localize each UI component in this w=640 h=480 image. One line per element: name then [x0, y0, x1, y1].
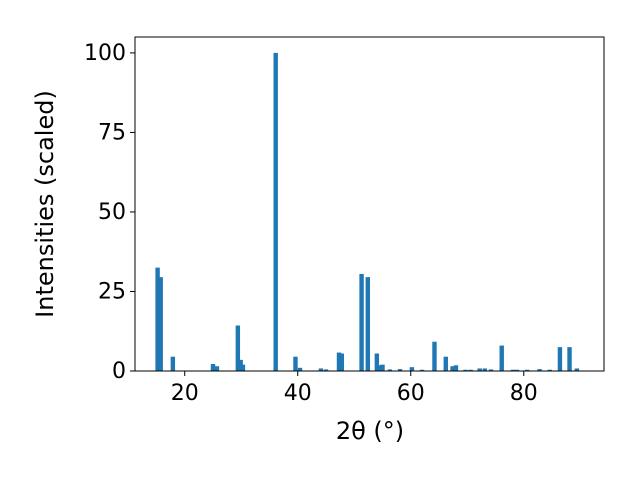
bar: [339, 353, 345, 371]
bar: [450, 366, 455, 371]
bar: [510, 369, 516, 371]
bar: [453, 365, 459, 371]
y-tick-label: 50: [98, 200, 126, 225]
bar: [397, 369, 403, 371]
bar: [477, 368, 482, 371]
bar: [214, 366, 220, 371]
bar: [170, 356, 176, 371]
bar: [158, 277, 163, 371]
y-axis-label: Intensities (scaled): [31, 90, 59, 318]
x-axis-label: 2θ (°): [336, 417, 404, 445]
bar: [567, 347, 572, 371]
bar: [409, 367, 415, 371]
bar: [547, 369, 552, 371]
bar: [380, 364, 385, 371]
x-tick-label: 60: [397, 381, 425, 406]
bar: [463, 369, 468, 371]
bar: [240, 364, 246, 371]
bar: [387, 369, 393, 371]
bar: [432, 341, 437, 371]
bar: [537, 369, 542, 371]
bar: [235, 325, 241, 371]
bar: [443, 356, 448, 371]
bar: [210, 364, 216, 371]
bar: [155, 267, 160, 371]
bar: [359, 273, 364, 371]
x-tick-label: 20: [171, 381, 199, 406]
bar: [574, 368, 580, 371]
bar: [377, 365, 382, 371]
bar: [238, 359, 243, 371]
x-tick-label: 40: [284, 381, 312, 406]
bar: [293, 356, 298, 371]
bar: [297, 367, 303, 371]
y-tick-label: 100: [84, 41, 126, 66]
bar: [336, 352, 342, 371]
bar: [323, 369, 329, 371]
bar: [365, 277, 371, 371]
bar: [499, 345, 504, 371]
y-tick-label: 25: [98, 279, 126, 304]
bar: [419, 369, 425, 371]
bar: [273, 52, 278, 372]
bar: [468, 369, 473, 371]
plot-frame: [134, 36, 605, 372]
bar: [524, 369, 530, 371]
bar: [557, 347, 563, 371]
bar: [374, 353, 380, 371]
x-tick-label: 80: [510, 381, 538, 406]
y-tick-label: 75: [98, 120, 126, 145]
bar: [482, 368, 487, 371]
y-tick-label: 0: [112, 359, 126, 384]
bar: [514, 369, 520, 371]
bar: [318, 368, 324, 371]
bar: [488, 369, 494, 371]
